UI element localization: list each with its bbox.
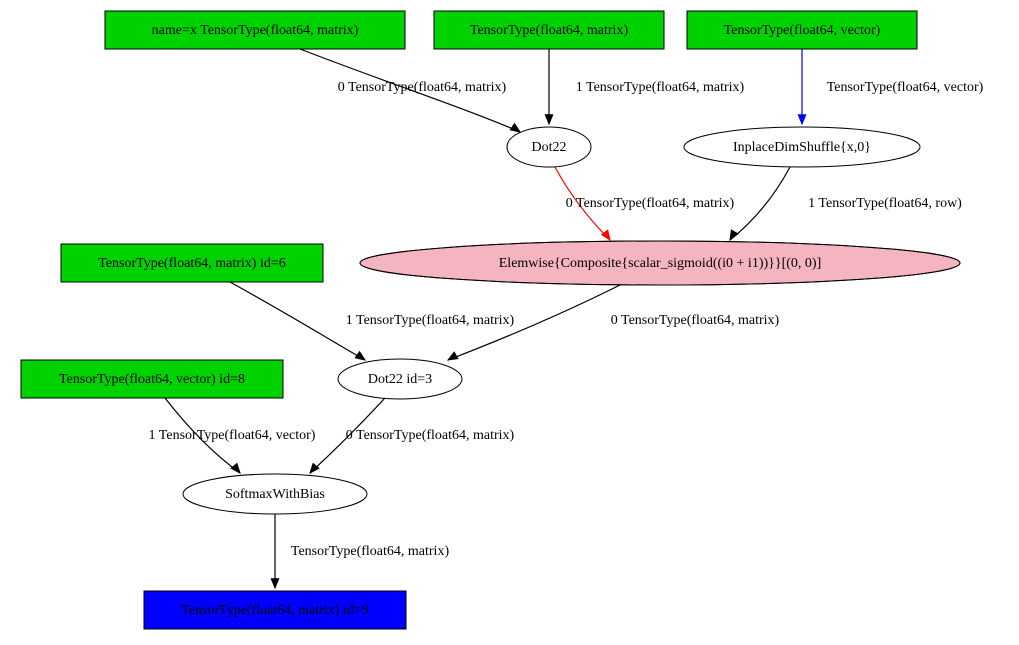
- graph-node-label: Dot22 id=3: [368, 372, 432, 387]
- graph-node-label: SoftmaxWithBias: [225, 487, 325, 502]
- edge-label: 1 TensorType(float64, vector): [149, 428, 316, 443]
- graph-node-label: name=x TensorType(float64, matrix): [152, 23, 359, 38]
- edge: [230, 282, 365, 360]
- edge-label: TensorType(float64, vector): [827, 80, 984, 95]
- graph-node-label: TensorType(float64, matrix) id=9: [181, 603, 369, 618]
- edge-label: 0 TensorType(float64, matrix): [338, 80, 507, 95]
- edge-label: 0 TensorType(float64, matrix): [566, 196, 735, 211]
- graph-node-label: TensorType(float64, matrix): [470, 23, 629, 38]
- graph-node-label: TensorType(float64, vector): [724, 23, 881, 38]
- computation-graph: 0 TensorType(float64, matrix) 1 TensorTyp…: [0, 0, 1019, 645]
- graph-node-label: Dot22: [532, 140, 567, 155]
- graph-node-label: Elemwise{Composite{scalar_sigmoid((i0 + …: [499, 256, 822, 271]
- edge-label: 1 TensorType(float64, matrix): [346, 313, 515, 328]
- edge-label: 1 TensorType(float64, matrix): [576, 80, 745, 95]
- edge-label: TensorType(float64, matrix): [291, 544, 450, 559]
- edge-label: 1 TensorType(float64, row): [808, 196, 962, 211]
- graph-node-label: TensorType(float64, vector) id=8: [59, 372, 245, 387]
- edge-label: 0 TensorType(float64, matrix): [611, 313, 780, 328]
- graph-node-label: TensorType(float64, matrix) id=6: [98, 256, 286, 271]
- edge: [730, 167, 790, 240]
- graph-node-label: InplaceDimShuffle{x,0}: [733, 140, 871, 155]
- edge-label: 0 TensorType(float64, matrix): [346, 428, 515, 443]
